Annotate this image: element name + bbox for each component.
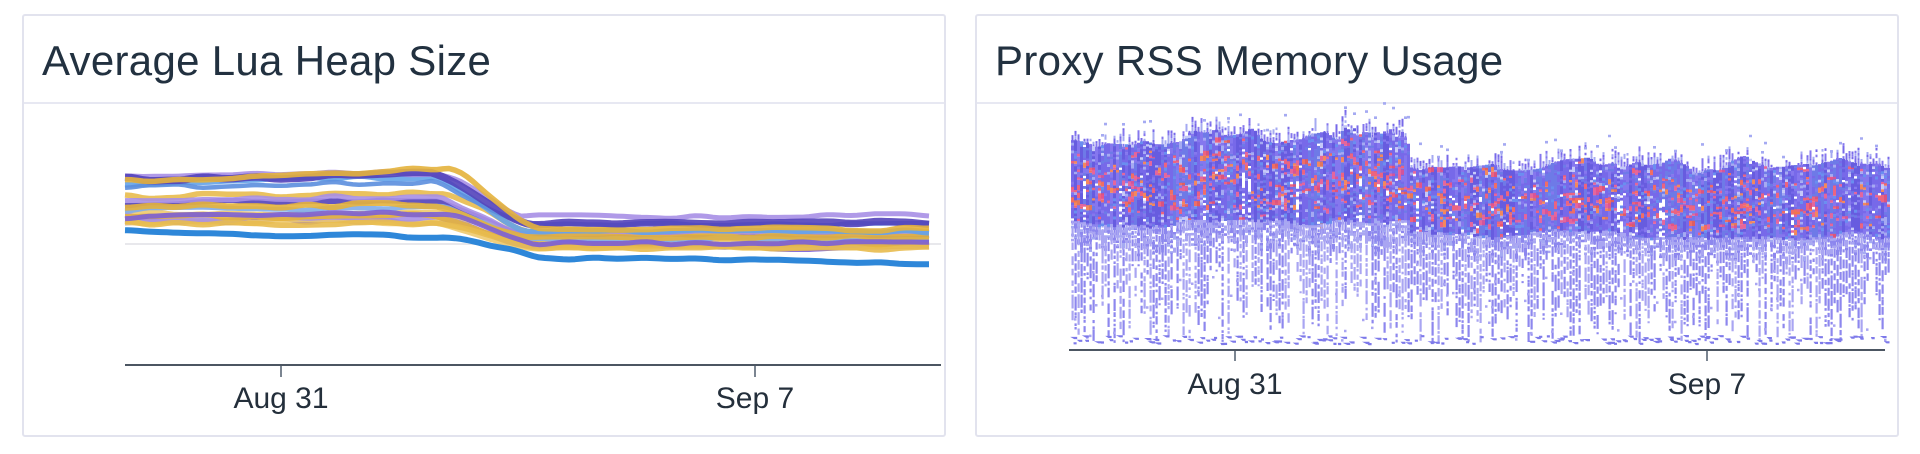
svg-text:Aug 31: Aug 31: [233, 382, 328, 415]
svg-text:Aug 31: Aug 31: [1187, 368, 1282, 401]
svg-text:Sep 7: Sep 7: [1668, 368, 1746, 401]
svg-text:Sep 7: Sep 7: [716, 382, 794, 415]
